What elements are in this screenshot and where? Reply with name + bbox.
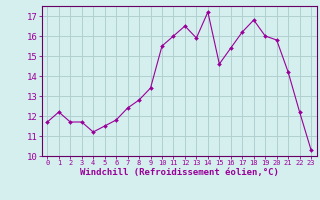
X-axis label: Windchill (Refroidissement éolien,°C): Windchill (Refroidissement éolien,°C)	[80, 168, 279, 177]
